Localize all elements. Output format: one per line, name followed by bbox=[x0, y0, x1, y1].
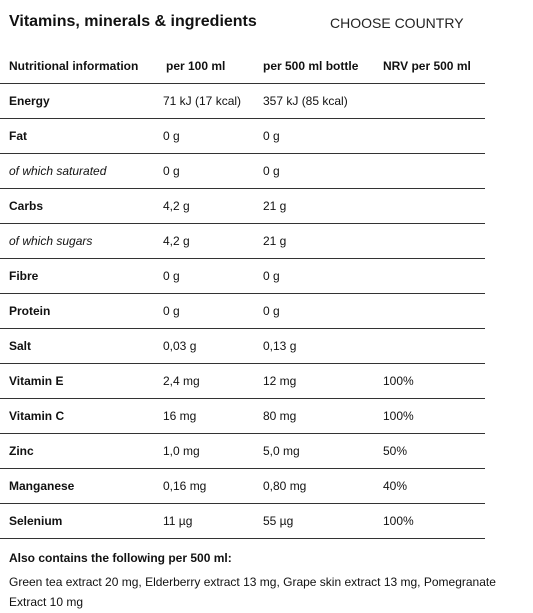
value-nrv: 50% bbox=[374, 433, 485, 469]
table-row: Vitamin C 16 mg 80 mg 100% bbox=[0, 398, 485, 434]
value-per-500ml: 55 µg bbox=[254, 503, 374, 539]
value-nrv bbox=[374, 83, 485, 119]
nutrition-table: Nutritional information per 100 ml per 5… bbox=[0, 48, 485, 539]
nutrient-name: Zinc bbox=[0, 433, 154, 469]
table-body: Energy 71 kJ (17 kcal) 357 kJ (85 kcal) Fat… bbox=[0, 83, 485, 539]
nutrient-name: Manganese bbox=[0, 468, 154, 504]
column-header-nrv: NRV per 500 ml bbox=[374, 48, 485, 84]
value-per-100ml: 1,0 mg bbox=[154, 433, 254, 469]
value-per-500ml: 0,13 g bbox=[254, 328, 374, 364]
value-per-100ml: 0 g bbox=[154, 118, 254, 154]
column-header-per-100ml: per 100 ml bbox=[154, 48, 254, 84]
table-row: Energy 71 kJ (17 kcal) 357 kJ (85 kcal) bbox=[0, 83, 485, 119]
value-nrv bbox=[374, 223, 485, 259]
value-per-100ml: 4,2 g bbox=[154, 223, 254, 259]
value-nrv bbox=[374, 188, 485, 224]
nutrient-name: Vitamin C bbox=[0, 398, 154, 434]
nutrient-name: of which saturated bbox=[0, 153, 154, 189]
value-nrv: 100% bbox=[374, 503, 485, 539]
also-contains-title: Also contains the following per 500 ml: bbox=[9, 551, 232, 565]
table-header-row: Nutritional information per 100 ml per 5… bbox=[0, 48, 485, 84]
column-header-per-500ml: per 500 ml bottle bbox=[254, 48, 374, 84]
value-nrv bbox=[374, 118, 485, 154]
nutrient-name: Salt bbox=[0, 328, 154, 364]
table-row: Carbs 4,2 g 21 g bbox=[0, 188, 485, 224]
value-per-100ml: 16 mg bbox=[154, 398, 254, 434]
value-per-500ml: 0 g bbox=[254, 293, 374, 329]
page-title: Vitamins, minerals & ingredients bbox=[9, 13, 257, 30]
value-per-500ml: 12 mg bbox=[254, 363, 374, 399]
value-per-100ml: 11 µg bbox=[154, 503, 254, 539]
value-per-100ml: 0 g bbox=[154, 293, 254, 329]
nutrient-name: of which sugars bbox=[0, 223, 154, 259]
value-nrv bbox=[374, 153, 485, 189]
also-contains-section: Also contains the following per 500 ml: … bbox=[9, 551, 529, 612]
value-per-500ml: 0 g bbox=[254, 153, 374, 189]
value-nrv bbox=[374, 328, 485, 364]
header: Vitamins, minerals & ingredients CHOOSE … bbox=[0, 0, 533, 44]
value-nrv: 100% bbox=[374, 363, 485, 399]
value-per-100ml: 2,4 mg bbox=[154, 363, 254, 399]
table-row: Vitamin E 2,4 mg 12 mg 100% bbox=[0, 363, 485, 399]
value-per-500ml: 357 kJ (85 kcal) bbox=[254, 83, 374, 119]
value-per-100ml: 0,16 mg bbox=[154, 468, 254, 504]
value-per-500ml: 21 g bbox=[254, 188, 374, 224]
value-nrv bbox=[374, 293, 485, 329]
column-header-nutritional-information: Nutritional information bbox=[0, 48, 154, 84]
value-per-100ml: 71 kJ (17 kcal) bbox=[154, 83, 254, 119]
value-per-100ml: 4,2 g bbox=[154, 188, 254, 224]
nutrient-name: Vitamin E bbox=[0, 363, 154, 399]
nutrient-name: Selenium bbox=[0, 503, 154, 539]
nutrient-name: Protein bbox=[0, 293, 154, 329]
table-row: Manganese 0,16 mg 0,80 mg 40% bbox=[0, 468, 485, 504]
value-nrv: 40% bbox=[374, 468, 485, 504]
value-per-500ml: 80 mg bbox=[254, 398, 374, 434]
table-row: Selenium 11 µg 55 µg 100% bbox=[0, 503, 485, 539]
value-per-500ml: 5,0 mg bbox=[254, 433, 374, 469]
nutrient-name: Carbs bbox=[0, 188, 154, 224]
value-per-100ml: 0 g bbox=[154, 153, 254, 189]
value-nrv: 100% bbox=[374, 398, 485, 434]
value-nrv bbox=[374, 258, 485, 294]
choose-country-link[interactable]: CHOOSE COUNTRY bbox=[330, 15, 464, 31]
table-row: of which sugars 4,2 g 21 g bbox=[0, 223, 485, 259]
value-per-500ml: 0,80 mg bbox=[254, 468, 374, 504]
table-row: Zinc 1,0 mg 5,0 mg 50% bbox=[0, 433, 485, 469]
also-contains-text: Green tea extract 20 mg, Elderberry extr… bbox=[9, 575, 496, 609]
value-per-100ml: 0,03 g bbox=[154, 328, 254, 364]
nutrient-name: Energy bbox=[0, 83, 154, 119]
value-per-100ml: 0 g bbox=[154, 258, 254, 294]
nutrient-name: Fibre bbox=[0, 258, 154, 294]
nutrient-name: Fat bbox=[0, 118, 154, 154]
table-row: Salt 0,03 g 0,13 g bbox=[0, 328, 485, 364]
value-per-500ml: 0 g bbox=[254, 258, 374, 294]
value-per-500ml: 21 g bbox=[254, 223, 374, 259]
value-per-500ml: 0 g bbox=[254, 118, 374, 154]
